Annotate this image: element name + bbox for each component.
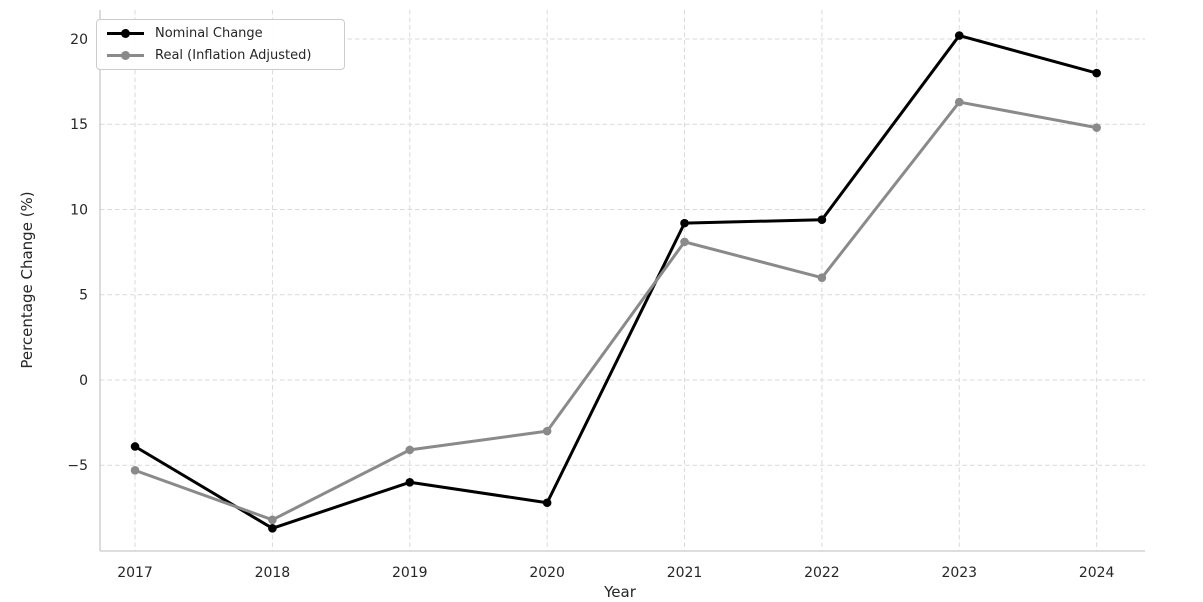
x-tick-label: 2023: [941, 565, 977, 581]
data-point: [817, 215, 827, 225]
data-point: [542, 426, 552, 436]
data-point: [680, 237, 689, 247]
x-tick-label: 2017: [117, 565, 153, 581]
legend-label-nominal: Nominal Change: [155, 25, 263, 41]
x-tick-label: 2024: [1079, 565, 1115, 581]
series-0: [130, 31, 1101, 533]
y-tick-label: 0: [79, 373, 88, 389]
x-tick-label: 2021: [667, 565, 703, 581]
legend-label-real: Real (Inflation Adjusted): [155, 48, 312, 64]
data-point: [130, 466, 140, 475]
y-axis-label: Percentage Change (%): [18, 191, 36, 369]
x-tick-label: 2018: [255, 565, 291, 581]
series-line: [133, 34, 1099, 530]
axes-spines: [99, 10, 1145, 552]
data-point: [954, 31, 964, 40]
legend-dot-sample: [121, 28, 130, 38]
legend-item-real: Real (Inflation Adjusted): [107, 45, 334, 67]
y-tick-label: −5: [67, 458, 88, 474]
x-tick-label: 2022: [804, 565, 840, 581]
x-tick-label: 2020: [529, 565, 565, 581]
tick-labels: 2017 2018 2019 2020 2021 2022 2023 2024 −5 0 5 10 15…: [67, 32, 1114, 581]
real-line-marker-icon: [107, 51, 144, 61]
series-1: [130, 97, 1101, 525]
y-tick-label: 15: [70, 117, 88, 133]
legend-dot-sample: [121, 51, 130, 61]
legend-item-nominal: Nominal Change: [107, 22, 334, 44]
data-point: [130, 442, 140, 451]
data-point: [542, 498, 552, 508]
data-point: [954, 97, 964, 107]
data-point: [1092, 68, 1101, 78]
series-line: [133, 100, 1099, 522]
y-tick-label: 20: [70, 32, 88, 48]
data-point: [405, 477, 415, 487]
x-axis-label: Year: [604, 583, 636, 601]
gridlines: [100, 10, 1145, 551]
data-point: [817, 273, 827, 282]
y-tick-label: 10: [70, 202, 88, 218]
data-point: [405, 445, 415, 455]
data-point: [268, 515, 277, 525]
data-point: [268, 524, 277, 533]
data-point: [680, 218, 689, 228]
x-tick-label: 2019: [392, 565, 428, 581]
y-tick-label: 5: [79, 288, 88, 304]
data-point: [1092, 123, 1101, 132]
nominal-line-marker-icon: [107, 28, 144, 38]
legend: Nominal Change Real (Inflation Adjusted): [96, 19, 345, 70]
